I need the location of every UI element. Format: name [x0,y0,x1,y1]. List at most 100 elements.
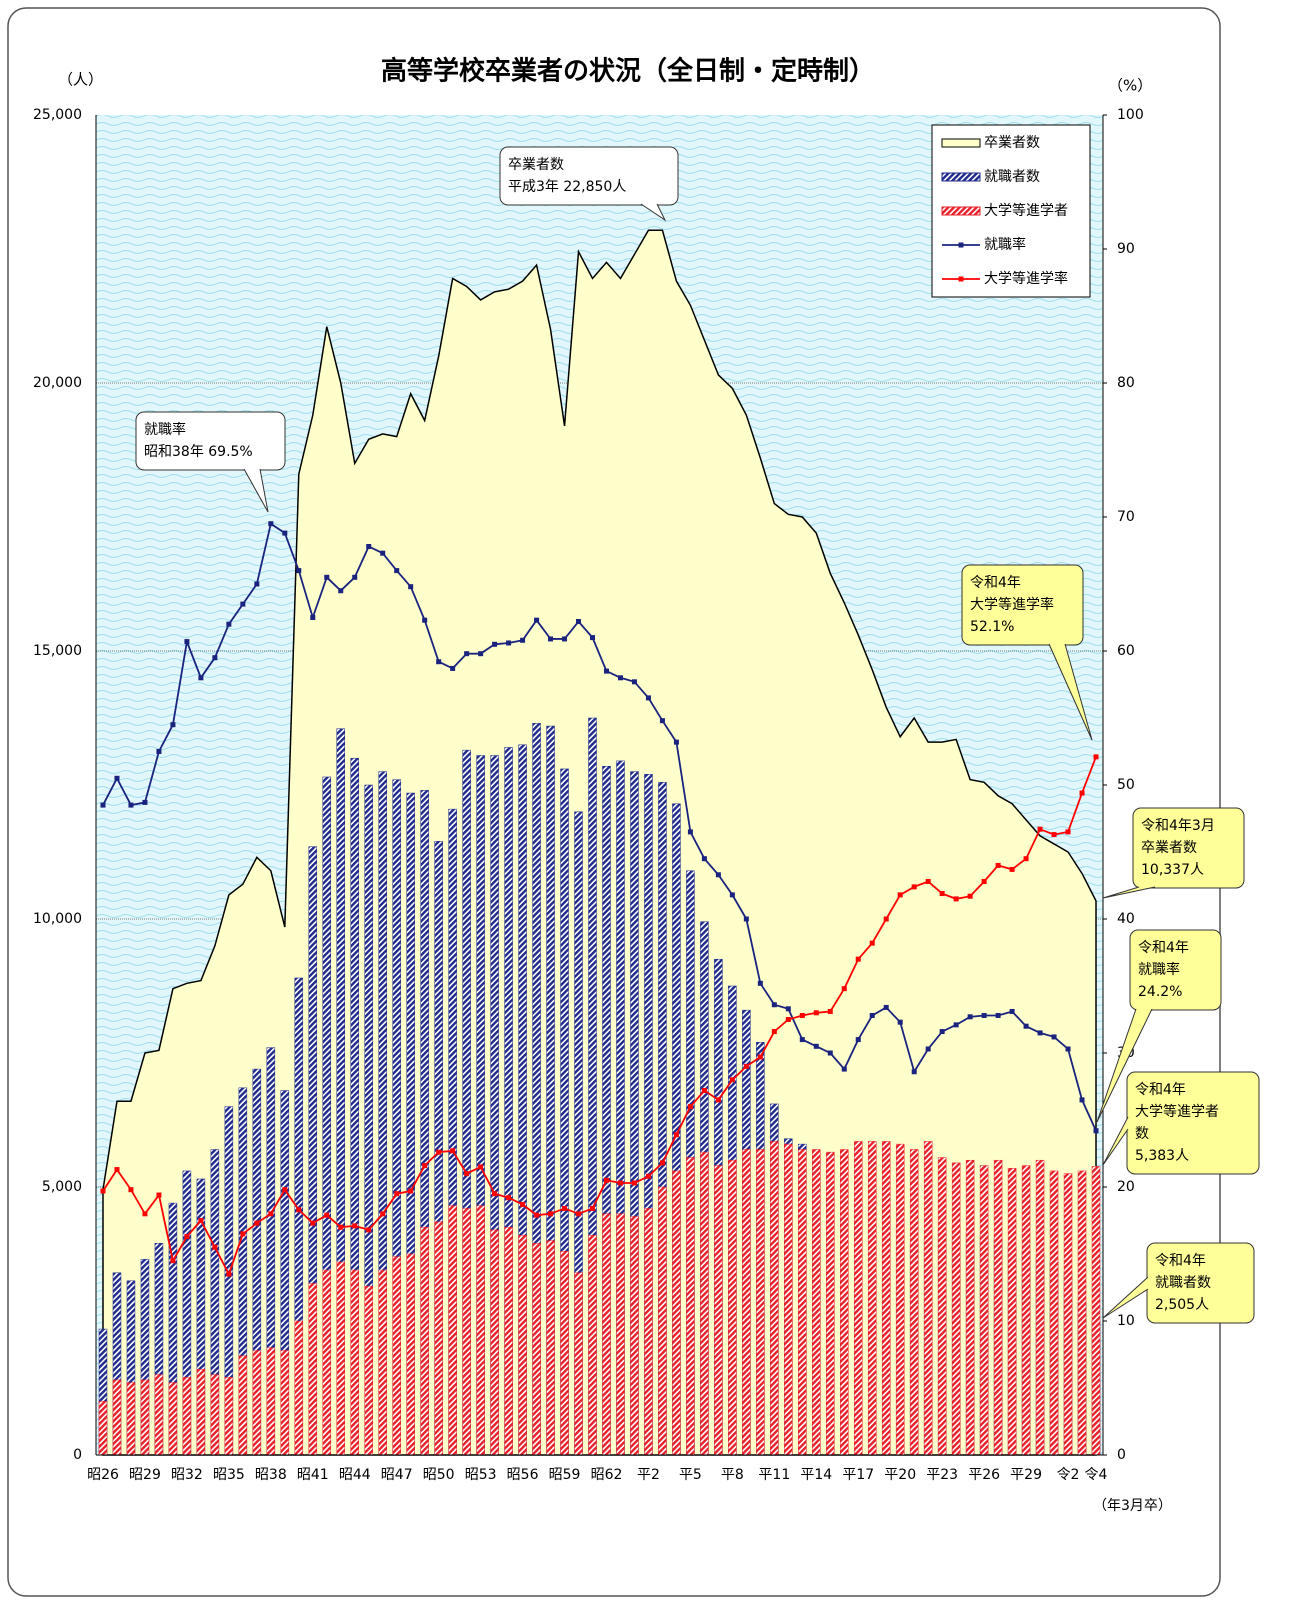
bar [434,1221,443,1456]
bar [196,1368,206,1456]
bar [378,1269,387,1456]
bar [1091,1166,1101,1456]
legend-label: 大学等進学率 [984,270,1068,287]
callout-text: 2,505人 [1155,1297,1209,1313]
line-marker [603,668,609,674]
line-marker [1023,856,1029,862]
y-tick-label: 0 [73,1447,82,1463]
bar [308,1283,318,1456]
callout-text: 数 [1135,1126,1149,1142]
callout-box [1129,929,1222,1011]
line-marker [198,675,204,681]
y2-tick-label: 70 [1117,509,1135,525]
line [102,522,1097,1132]
bar [937,1157,947,1456]
line-marker [981,878,987,884]
line-marker [743,1063,749,1069]
callout-box [961,564,1084,646]
line-marker [114,1167,120,1173]
line-marker [226,621,232,627]
legend-swatch [941,138,981,148]
line-marker [464,651,470,657]
line-marker [1051,832,1057,838]
line-marker [296,568,302,574]
bar [1021,1165,1031,1456]
line-marker [799,1012,805,1018]
bar [686,1157,695,1456]
bar [993,1159,1003,1456]
callout-text: 昭和38年 69.5% [144,444,253,460]
line-marker [254,581,260,587]
bar [1063,1173,1073,1456]
line-marker [408,584,414,590]
line-marker [576,1211,582,1217]
x-tick-label: 昭50 [423,1467,455,1483]
bar [826,1151,835,1456]
callout-text: 令和4年 [970,575,1021,591]
y-tick-label: 15,000 [33,643,82,659]
line-marker [450,1148,456,1154]
callout-box [135,411,286,471]
y2-tick-label: 10 [1117,1313,1135,1329]
y2-tick-label: 60 [1117,643,1135,659]
x-tick-label: 平26 [968,1467,1000,1483]
x-tick-label: 平29 [1010,1467,1042,1483]
line-marker [883,916,889,922]
bar [588,1234,597,1456]
line-marker [436,659,442,665]
line-marker [352,1223,358,1229]
x-tick-label: 平23 [926,1467,958,1483]
line-marker [548,1211,554,1217]
x-tick-label: 令2 [1057,1467,1080,1483]
y-tick-label: 25,000 [33,107,82,123]
bar [630,1216,639,1456]
bar [742,1149,751,1456]
line-marker [897,1019,903,1025]
line-marker [282,530,288,536]
line-marker [995,1012,1001,1018]
bar [140,1379,150,1456]
line-marker [953,1022,959,1028]
bar [560,1251,569,1456]
callout-text: 就職者数 [1155,1275,1211,1291]
callout-text: 令和4年3月 [1141,818,1215,834]
line-marker [492,1191,498,1197]
bar [406,1253,415,1456]
y2-tick-label: 100 [1117,107,1144,123]
bar [602,1213,611,1456]
line-marker [813,1010,819,1016]
line-marker [1009,1008,1015,1014]
x-tick-label: 平11 [758,1467,790,1483]
bar [112,1379,122,1456]
bar [979,1165,989,1456]
line-marker [212,1244,218,1250]
line-marker [645,1173,651,1179]
bar [672,1170,681,1456]
line-marker [142,799,148,805]
line-marker [492,641,498,647]
bar [658,1186,667,1456]
bar [518,1234,527,1456]
line-marker [268,521,274,527]
line-marker [841,986,847,992]
line-marker [911,884,917,890]
line-marker [995,862,1001,868]
y2-tick-label: 80 [1117,375,1135,391]
line-marker [659,1160,665,1166]
bar [853,1141,863,1456]
y2-tick-label: 0 [1117,1447,1126,1463]
legend-swatch [941,172,981,182]
line-marker [450,665,456,671]
line-marker [869,940,875,946]
y-tick-label: 5,000 [42,1179,82,1195]
bar [210,1374,220,1456]
bar [252,1350,262,1456]
bar [294,1320,304,1456]
bar [965,1159,975,1456]
x-tick-label: 平17 [842,1467,874,1483]
callout-pointer-edge [1102,1276,1149,1319]
